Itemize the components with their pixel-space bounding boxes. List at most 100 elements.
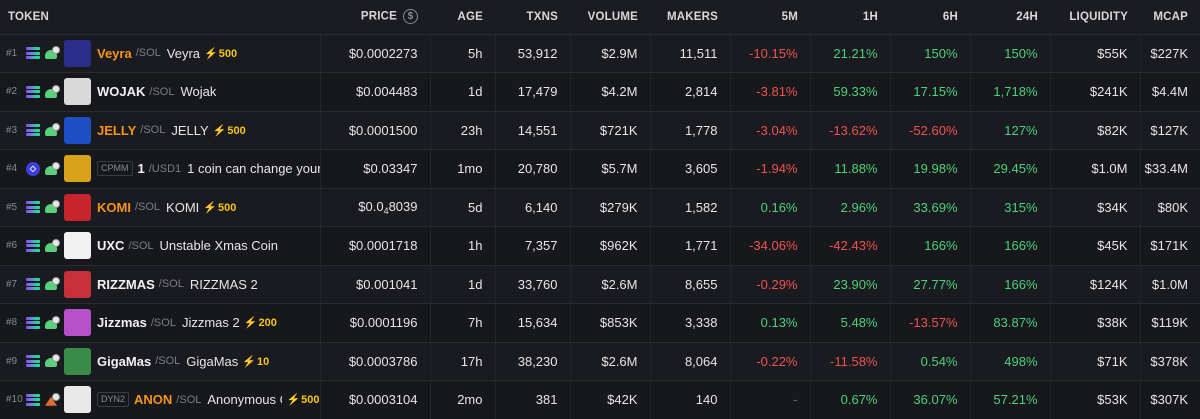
boost-badge: 200 xyxy=(244,316,276,329)
solana-icon xyxy=(26,85,40,98)
volume-cell: $721K xyxy=(569,111,650,150)
price-cell: $0.0001718 xyxy=(319,226,430,266)
change-1h-cell: 21.21% xyxy=(809,34,890,73)
volume-cell: $2.9M xyxy=(569,34,650,73)
col-6h[interactable]: 6H xyxy=(890,0,970,35)
boost-badge: 500 xyxy=(213,124,245,137)
change-1h-cell: 23.90% xyxy=(809,265,890,304)
token-avatar xyxy=(64,116,91,144)
token-name: KOMI xyxy=(166,199,200,215)
liquidity-cell: $82K xyxy=(1049,111,1140,150)
table-row[interactable]: #9GigaMas/SOLGigaMas10$0.000378617h38,23… xyxy=(0,342,1200,381)
col-mcap[interactable]: MCAP xyxy=(1140,0,1200,35)
raydium-icon xyxy=(44,123,60,137)
solana-icon xyxy=(26,239,40,252)
change-5m-cell: -0.22% xyxy=(729,342,810,381)
price-main: $0.0001718 xyxy=(348,238,418,254)
txns-cell: 20,780 xyxy=(494,149,570,189)
raydium-icon xyxy=(44,238,60,253)
table-row[interactable]: #5KOMI/SOLKOMI500$0.0480395d6,140$279K1,… xyxy=(0,188,1200,227)
table-row[interactable]: #6 UXC/SOL Unstable Xmas Coin $0.0001718 1h 7… xyxy=(0,226,1200,266)
makers-cell: 3,338 xyxy=(649,303,730,343)
col-txns[interactable]: TXNS xyxy=(495,0,570,35)
token-pair: /SOL xyxy=(155,355,181,368)
token-name: Anonymous C xyxy=(207,392,283,408)
token-avatar xyxy=(64,270,91,298)
token-cell[interactable]: #6 UXC/SOL Unstable Xmas Coin xyxy=(0,226,320,266)
dollar-icon[interactable]: $ xyxy=(403,9,418,25)
col-age[interactable]: AGE xyxy=(430,0,495,35)
price-cell: $0.0001500 xyxy=(319,111,430,150)
token-symbol: Veyra xyxy=(97,45,132,61)
col-liquidity[interactable]: LIQUIDITY xyxy=(1050,0,1140,35)
table-row[interactable]: #2 WOJAK/SOL Wojak $0.004483 1d 17,479 $4.2M 2,… xyxy=(0,72,1200,112)
token-cell[interactable]: #7 RIZZMAS/SOL RIZZMAS 2 xyxy=(0,265,320,304)
token-pair: /SOL xyxy=(135,47,161,60)
col-volume[interactable]: VOLUME xyxy=(570,0,650,35)
table-row[interactable]: #1Veyra/SOLVeyra500$0.00022735h53,912$2.… xyxy=(0,34,1200,73)
change-6h-cell: 33.69% xyxy=(889,188,970,227)
col-24h[interactable]: 24H xyxy=(970,0,1050,35)
token-cell[interactable]: #4 ◇ CPMM 1/USD1 1 coin can change your xyxy=(0,149,320,189)
token-avatar xyxy=(64,309,91,337)
rank: #8 xyxy=(6,317,18,329)
makers-cell: 1,582 xyxy=(649,188,730,227)
token-pair: /SOL xyxy=(140,124,166,137)
age-cell: 2mo xyxy=(429,380,495,419)
change-24h-cell: 498% xyxy=(969,342,1050,381)
rank: #6 xyxy=(6,240,18,252)
age-cell: 1d xyxy=(429,72,495,112)
table-body: #1Veyra/SOLVeyra500$0.00022735h53,912$2.… xyxy=(0,34,1200,419)
txns-cell: 15,634 xyxy=(494,303,570,343)
rank: #4 xyxy=(6,163,18,175)
chain-icon: ◇ xyxy=(26,161,40,176)
liquidity-cell: $53K xyxy=(1049,380,1140,419)
change-5m-cell: -3.04% xyxy=(729,111,810,150)
mcap-cell: $171K xyxy=(1139,226,1200,266)
mcap-cell: $4.4M xyxy=(1139,72,1200,112)
change-5m-cell: - xyxy=(729,380,810,419)
change-6h-cell: 17.15% xyxy=(889,72,970,112)
change-1h-cell: 5.48% xyxy=(809,303,890,343)
makers-cell: 8,655 xyxy=(649,265,730,304)
raydium-icon xyxy=(44,277,60,291)
price-main: $0.004483 xyxy=(356,84,418,100)
txns-cell: 53,912 xyxy=(494,34,570,73)
price-cell: $0.03347 xyxy=(319,149,430,189)
change-1h-cell: 2.96% xyxy=(809,188,890,227)
change-5m-cell: -10.15% xyxy=(729,34,810,73)
change-6h-cell: 150% xyxy=(889,34,970,73)
col-token[interactable]: TOKEN xyxy=(0,0,320,35)
table-row[interactable]: #8 Jizzmas/SOL Jizzmas 2 200 $0.0001196 7h15,… xyxy=(0,303,1200,343)
change-5m-cell: -1.94% xyxy=(729,149,810,189)
change-5m-cell: 0.16% xyxy=(729,188,810,227)
token-symbol: KOMI xyxy=(97,199,131,215)
token-name: JELLY xyxy=(171,122,209,138)
table-row[interactable]: #4 ◇ CPMM 1/USD1 1 coin can change your $0.03… xyxy=(0,149,1200,189)
col-1h[interactable]: 1H xyxy=(810,0,890,35)
token-symbol: WOJAK xyxy=(97,84,146,100)
col-price[interactable]: PRICE $ xyxy=(320,0,430,35)
volume-cell: $2.6M xyxy=(569,342,650,381)
col-5m[interactable]: 5M xyxy=(730,0,810,35)
col-makers[interactable]: MAKERS xyxy=(650,0,730,35)
token-avatar xyxy=(64,155,91,183)
change-1h-cell: 0.67% xyxy=(809,380,890,419)
token-symbol: GigaMas xyxy=(97,353,152,369)
token-cell[interactable]: #8 Jizzmas/SOL Jizzmas 2 200 xyxy=(0,303,320,343)
solana-icon xyxy=(26,278,40,291)
token-symbol: JELLY xyxy=(97,122,137,138)
price-main: $0.0001500 xyxy=(348,122,418,138)
mcap-cell: $378K xyxy=(1139,342,1200,381)
token-cell[interactable]: #2 WOJAK/SOL Wojak xyxy=(0,72,320,112)
token-pair: /SOL xyxy=(134,201,161,214)
table-row[interactable]: #7 RIZZMAS/SOL RIZZMAS 2 $0.001041 1d 33,760 $… xyxy=(0,265,1200,304)
table-row[interactable]: #3JELLY/SOLJELLY500$0.000150023h14,551$7… xyxy=(0,111,1200,150)
raydium-icon xyxy=(44,161,60,176)
